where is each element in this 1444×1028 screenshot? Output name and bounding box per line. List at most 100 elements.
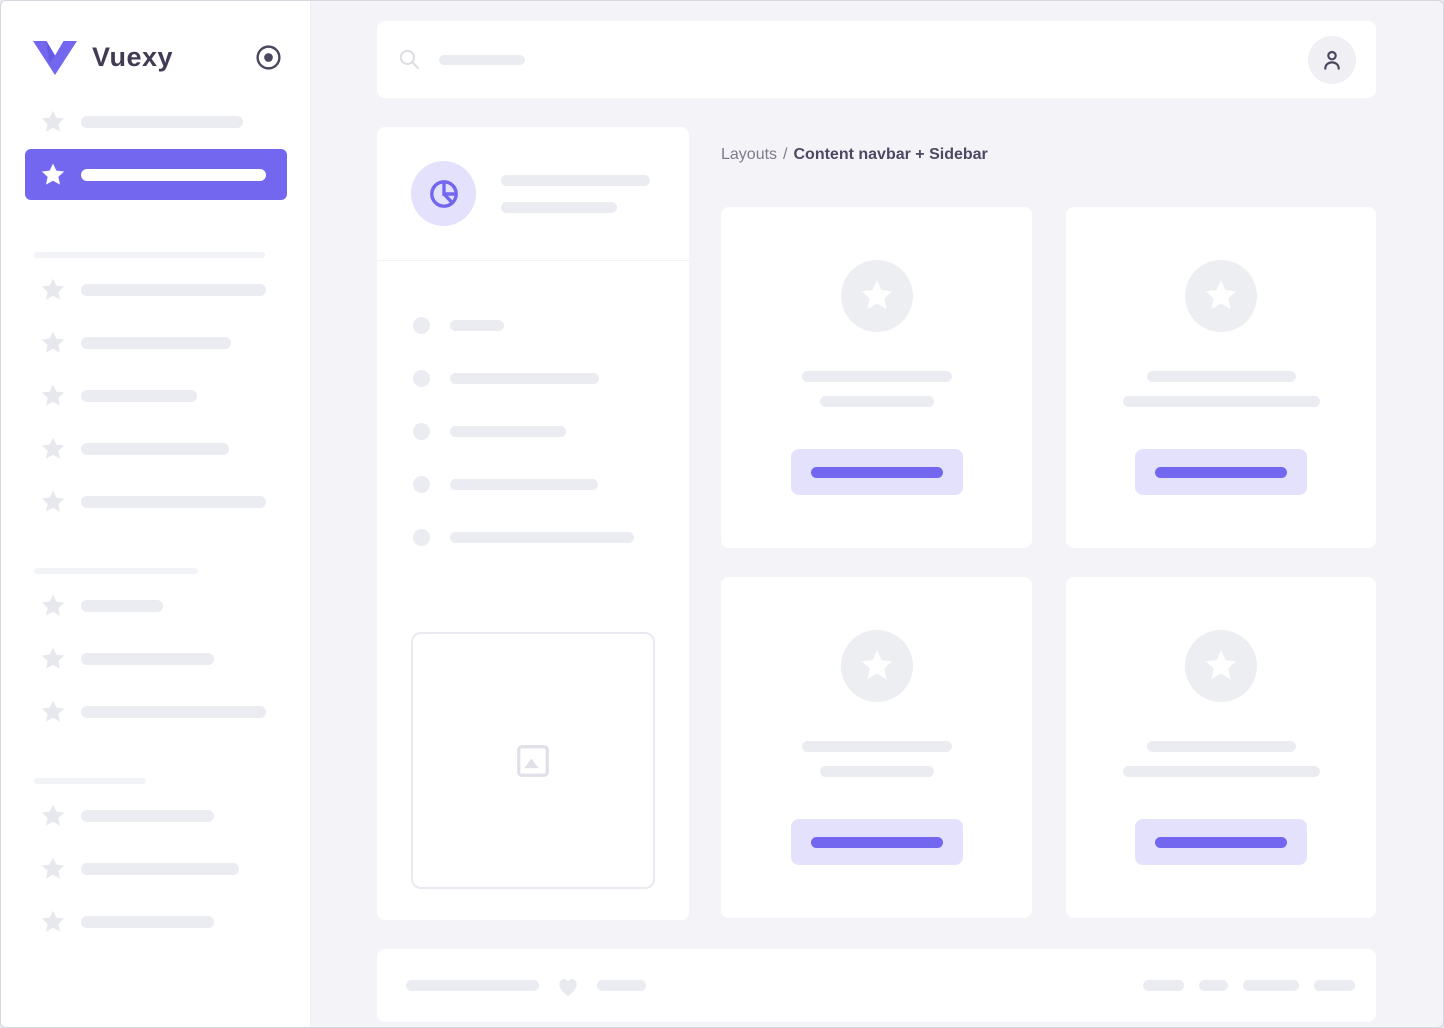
- sidebar-item-label-skeleton: [81, 706, 266, 718]
- sidebar-item[interactable]: [39, 855, 310, 883]
- top-navbar: [377, 21, 1376, 98]
- detail-card-title-line: [501, 174, 650, 186]
- detail-card-header: [377, 127, 689, 261]
- star-icon: [39, 276, 67, 304]
- feature-card: [1066, 207, 1376, 548]
- feature-card: [721, 577, 1032, 918]
- footer-links: [1143, 980, 1355, 991]
- breadcrumb-separator: /: [783, 146, 788, 163]
- feature-card-button[interactable]: [1135, 819, 1307, 865]
- pie-badge: [411, 161, 476, 226]
- star-icon: [39, 435, 67, 463]
- footer-link-skeleton[interactable]: [1243, 980, 1299, 991]
- detail-card: [377, 127, 689, 920]
- sidebar-item[interactable]: [39, 488, 310, 516]
- pie-chart-icon: [429, 179, 458, 208]
- sidebar-menu: [1, 108, 310, 936]
- star-icon: [861, 280, 892, 309]
- breadcrumb-current: Content navbar + Sidebar: [793, 146, 988, 163]
- sidebar-item-label-skeleton: [81, 390, 197, 402]
- person-icon: [1324, 50, 1340, 70]
- footer: [377, 949, 1376, 1022]
- feature-card-badge: [840, 630, 913, 702]
- list-item[interactable]: [413, 370, 689, 387]
- sidebar-section-divider: [34, 568, 198, 574]
- list-item[interactable]: [413, 423, 689, 440]
- sidebar-item[interactable]: [39, 435, 310, 463]
- breadcrumb: Layouts / Content navbar + Sidebar: [721, 145, 1376, 165]
- sidebar-item[interactable]: [39, 802, 310, 830]
- sidebar-section-divider: [34, 778, 146, 784]
- sidebar-item-label-skeleton: [81, 863, 239, 875]
- feature-card-button[interactable]: [790, 819, 963, 865]
- sidebar-item-label-skeleton: [81, 168, 266, 181]
- list-item-dot: [413, 529, 430, 546]
- list-item[interactable]: [413, 476, 689, 493]
- brand-header: Vuexy: [1, 1, 310, 81]
- search-input[interactable]: [439, 54, 525, 65]
- star-icon: [39, 802, 67, 830]
- sidebar-item[interactable]: [39, 329, 310, 357]
- right-column: Layouts / Content navbar + Sidebar: [721, 127, 1376, 918]
- feature-card-button-label-skeleton: [810, 836, 943, 848]
- feature-card: [1066, 577, 1376, 918]
- feature-card-badge: [1185, 630, 1257, 702]
- detail-card-title-skeleton: [501, 174, 650, 213]
- star-icon: [39, 698, 67, 726]
- sidebar-item[interactable]: [39, 908, 310, 936]
- feature-card: [721, 207, 1032, 548]
- sidebar-section-divider: [34, 252, 265, 258]
- detail-card-title-line: [501, 201, 617, 213]
- sidebar-item-active[interactable]: [25, 149, 287, 200]
- sidebar-item-label-skeleton: [81, 916, 214, 928]
- feature-card-button-label-skeleton: [810, 466, 943, 478]
- sidebar-pin-toggle-icon[interactable]: [254, 43, 283, 72]
- list-item-label-skeleton: [450, 479, 598, 490]
- list-item-dot: [413, 317, 430, 334]
- sidebar-item-label-skeleton: [81, 284, 266, 296]
- list-item-label-skeleton: [450, 320, 504, 331]
- footer-link-skeleton[interactable]: [1314, 980, 1355, 991]
- star-icon: [1205, 280, 1237, 309]
- image-placeholder: [411, 632, 655, 889]
- footer-link-skeleton[interactable]: [1143, 980, 1184, 991]
- star-icon: [39, 592, 67, 620]
- feature-card-button[interactable]: [1135, 449, 1307, 495]
- sidebar-item-label-skeleton: [81, 443, 229, 455]
- user-avatar[interactable]: [1308, 35, 1356, 84]
- feature-card-line: [1122, 766, 1320, 777]
- star-icon: [39, 645, 67, 673]
- feature-card-button[interactable]: [790, 449, 963, 495]
- list-item[interactable]: [413, 317, 689, 334]
- list-item-dot: [413, 370, 430, 387]
- main-content: Layouts / Content navbar + Sidebar: [377, 1, 1376, 1027]
- feature-card-line: [801, 741, 952, 752]
- sidebar-item[interactable]: [39, 108, 310, 136]
- sidebar-item-label-skeleton: [81, 600, 163, 612]
- feature-card-line: [1146, 741, 1296, 752]
- star-icon: [39, 382, 67, 410]
- heart-icon: [555, 973, 581, 999]
- feature-card-badge: [840, 260, 913, 332]
- feature-card-line: [1122, 396, 1320, 407]
- sidebar-item-label-skeleton: [81, 496, 266, 508]
- sidebar-item[interactable]: [39, 382, 310, 410]
- sidebar-item[interactable]: [39, 698, 310, 726]
- card-grid: [721, 207, 1376, 918]
- sidebar-item[interactable]: [39, 592, 310, 620]
- list-item-label-skeleton: [450, 426, 566, 437]
- list-item[interactable]: [413, 529, 689, 546]
- brand-name: Vuexy: [92, 42, 174, 72]
- feature-card-badge: [1185, 260, 1257, 332]
- footer-link-skeleton[interactable]: [1199, 980, 1228, 991]
- star-icon: [861, 650, 892, 679]
- search-icon[interactable]: [397, 47, 422, 72]
- star-icon: [39, 488, 67, 516]
- breadcrumb-layouts[interactable]: Layouts: [721, 146, 778, 163]
- footer-text-skeleton: [406, 980, 539, 991]
- sidebar-item[interactable]: [39, 645, 310, 673]
- star-icon: [39, 329, 67, 357]
- feature-card-button-label-skeleton: [1155, 836, 1287, 848]
- sidebar-item[interactable]: [39, 276, 310, 304]
